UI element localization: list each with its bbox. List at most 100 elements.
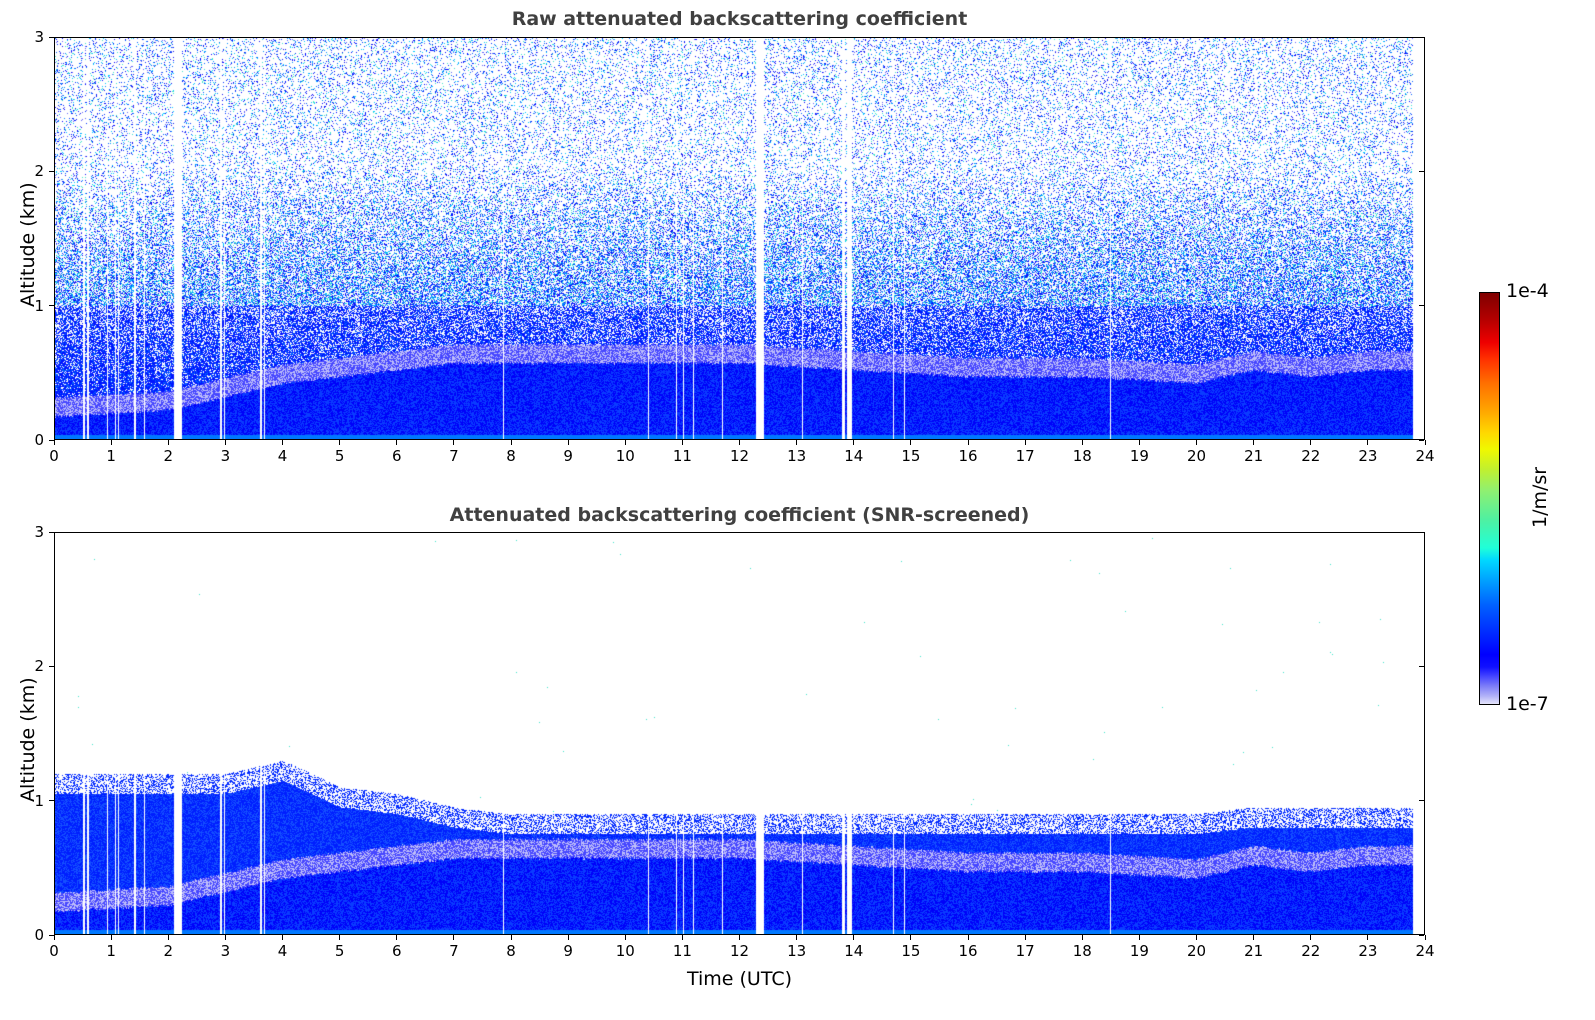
- x-tick-label: 5: [334, 942, 345, 960]
- x-tick-label: 6: [391, 942, 402, 960]
- y-tick-mark-right: [1419, 170, 1424, 172]
- x-tick-label: 9: [563, 942, 573, 960]
- y-tick-mark: [49, 170, 54, 172]
- x-tick-label: 8: [506, 447, 516, 465]
- x-tick-mark: [967, 440, 969, 445]
- x-tick-label: 2: [163, 447, 174, 465]
- y-tick-mark-right: [1419, 800, 1424, 802]
- x-tick-label: 3: [220, 942, 231, 960]
- x-tick-mark: [339, 440, 341, 445]
- x-tick-mark: [453, 440, 455, 445]
- x-tick-label: 5: [334, 447, 345, 465]
- x-tick-label: 14: [844, 942, 864, 960]
- x-tick-label: 18: [1072, 447, 1092, 465]
- raw-backscatter-plot: [54, 37, 1425, 440]
- x-tick-label: 23: [1358, 447, 1378, 465]
- y-tick-mark: [49, 531, 54, 533]
- y-tick-mark-right: [1419, 305, 1424, 307]
- x-tick-label: 0: [49, 447, 59, 465]
- colorbar-min-label: 1e-7: [1506, 693, 1549, 715]
- x-tick-label: 20: [1186, 942, 1207, 960]
- x-tick-label: 3: [220, 447, 231, 465]
- x-tick-mark: [796, 440, 798, 445]
- x-tick-mark: [53, 935, 55, 940]
- colorbar-max-label: 1e-4: [1506, 280, 1549, 302]
- x-tick-label: 12: [729, 942, 750, 960]
- x-tick-label: 13: [787, 447, 807, 465]
- x-tick-mark: [396, 935, 398, 940]
- x-tick-mark: [110, 440, 112, 445]
- x-tick-mark: [739, 935, 740, 940]
- y-tick-label: 1: [34, 296, 44, 315]
- x-tick-mark: [224, 440, 226, 445]
- x-tick-mark: [396, 440, 398, 445]
- x-tick-mark: [1138, 440, 1140, 445]
- x-tick-label: 22: [1301, 942, 1321, 960]
- x-tick-mark: [681, 935, 683, 940]
- x-tick-mark: [1196, 935, 1197, 940]
- x-tick-label: 15: [901, 942, 921, 960]
- x-tick-label: 22: [1301, 447, 1321, 465]
- x-tick-label: 24: [1415, 447, 1435, 465]
- y-tick-label: 1: [34, 791, 44, 810]
- raw-heatmap: [55, 38, 1424, 439]
- x-tick-label: 13: [787, 942, 807, 960]
- x-tick-mark: [796, 935, 798, 940]
- x-tick-label: 1: [106, 447, 116, 465]
- x-tick-label: 18: [1072, 942, 1092, 960]
- x-tick-mark: [167, 935, 169, 940]
- x-tick-mark: [624, 440, 626, 445]
- x-tick-label: 14: [844, 447, 864, 465]
- top-chart-title: Raw attenuated backscattering coefficien…: [511, 8, 968, 30]
- x-tick-label: 11: [672, 942, 692, 960]
- x-tick-label: 16: [958, 942, 978, 960]
- x-tick-label: 21: [1244, 447, 1264, 465]
- x-tick-mark: [1367, 935, 1369, 940]
- x-tick-label: 21: [1244, 942, 1264, 960]
- x-tick-label: 8: [506, 942, 516, 960]
- y-tick-mark-right: [1419, 531, 1424, 533]
- colorbar-label: 1/m/sr: [1529, 466, 1551, 528]
- x-tick-mark: [1424, 935, 1426, 940]
- screened-backscatter-plot: [54, 532, 1425, 935]
- x-tick-label: 4: [277, 942, 288, 960]
- y-tick-label: 0: [34, 431, 44, 449]
- x-tick-mark: [110, 935, 112, 940]
- y-tick-mark: [49, 36, 54, 38]
- x-tick-label: 7: [449, 942, 459, 960]
- x-tick-mark: [1253, 935, 1255, 940]
- x-tick-label: 0: [49, 942, 59, 960]
- y-tick-mark-right: [1419, 36, 1424, 38]
- x-tick-label: 19: [1129, 942, 1149, 960]
- top-y-axis-label: Altitude (km): [17, 182, 39, 307]
- x-tick-mark: [453, 935, 455, 940]
- x-tick-mark: [967, 935, 969, 940]
- x-tick-mark: [1253, 440, 1255, 445]
- x-tick-mark: [1310, 935, 1312, 940]
- x-tick-label: 9: [563, 447, 573, 465]
- x-tick-label: 19: [1129, 447, 1149, 465]
- y-tick-mark: [49, 305, 54, 307]
- x-tick-mark: [567, 440, 569, 445]
- x-tick-mark: [567, 935, 569, 940]
- screened-heatmap: [55, 533, 1424, 934]
- y-tick-mark-right: [1419, 934, 1424, 936]
- x-tick-mark: [853, 935, 855, 940]
- x-tick-mark: [1081, 440, 1083, 445]
- x-tick-label: 17: [1015, 942, 1035, 960]
- y-tick-mark: [49, 665, 54, 667]
- x-tick-mark: [53, 440, 55, 445]
- y-tick-label: 3: [34, 28, 44, 46]
- x-tick-mark: [624, 935, 626, 940]
- y-tick-mark-right: [1419, 439, 1424, 441]
- y-tick-mark: [49, 439, 54, 441]
- x-tick-label: 23: [1358, 942, 1378, 960]
- x-tick-mark: [1138, 935, 1140, 940]
- x-tick-mark: [339, 935, 341, 940]
- x-tick-mark: [282, 935, 283, 940]
- x-tick-mark: [910, 935, 912, 940]
- bottom-chart-title: Attenuated backscattering coefficient (S…: [449, 504, 1030, 526]
- y-tick-label: 0: [34, 926, 44, 944]
- y-tick-label: 2: [34, 162, 44, 181]
- colorbar: [1479, 292, 1500, 705]
